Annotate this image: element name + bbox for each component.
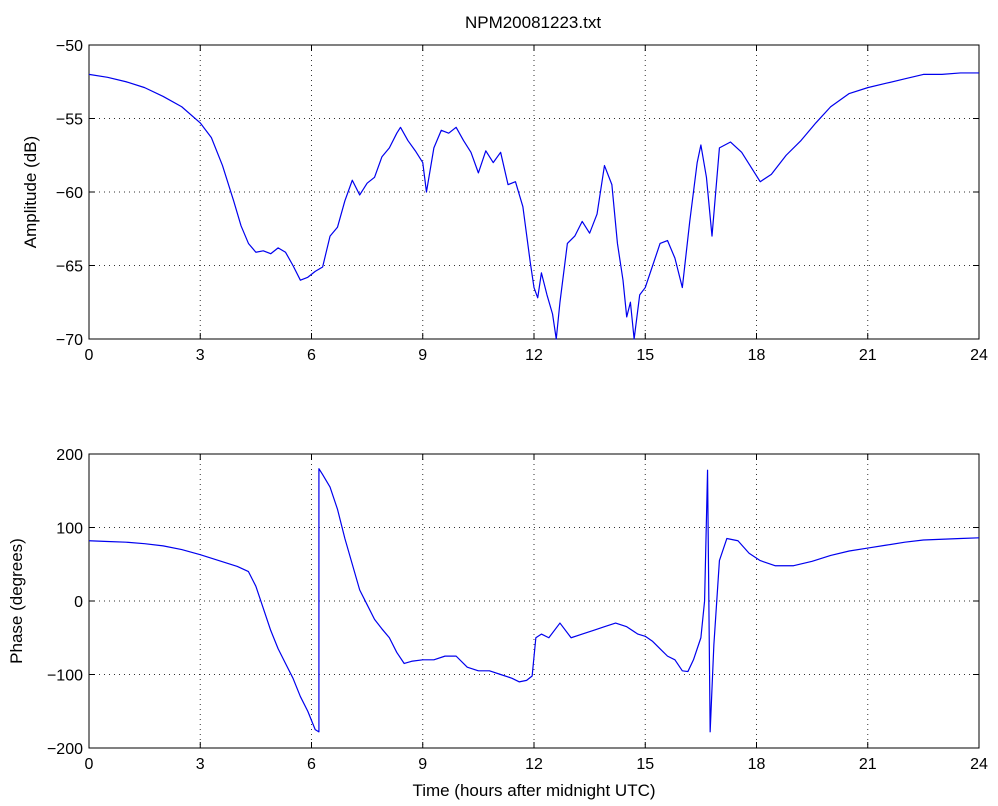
phase-grid [89,454,979,748]
amplitude-x-tick-label: 18 [748,347,766,364]
phase-x-tick-label: 12 [525,756,543,773]
amplitude-x-tick-label: 0 [85,347,94,364]
phase-x-tick-label: 0 [85,756,94,773]
phase-x-tick-label: 3 [196,756,205,773]
phase-y-tick-label: −200 [47,741,83,758]
phase-x-tick-label: 24 [970,756,988,773]
amplitude-x-tick-label: 3 [196,347,205,364]
phase-y-tick-label: 0 [74,594,83,611]
phase-x-tick-label: 18 [748,756,766,773]
phase-y-tick-label: 100 [56,521,83,538]
amplitude-plot: 0 3 6 9 12 15 18 21 24 −70 −65 −60 −55 −50 Amplitude … [21,38,988,364]
amplitude-y-tick-label: −50 [56,38,83,55]
amplitude-ticks: 0 3 6 9 12 15 18 21 24 −70 −65 −60 −55 −50 [56,38,988,364]
amplitude-y-tick-label: −55 [56,112,83,129]
amplitude-y-tick-label: −60 [56,185,83,202]
amplitude-series-line [88,72,979,340]
phase-x-tick-label: 9 [418,756,427,773]
amplitude-x-tick-label: 21 [859,347,877,364]
amplitude-x-tick-label: 9 [418,347,427,364]
amplitude-grid [89,45,979,339]
phase-y-tick-label: 200 [56,447,83,464]
phase-ticks: 0 3 6 9 12 15 18 21 24 −200 −100 0 100 200 [47,447,988,773]
amplitude-y-axis-label: Amplitude (dB) [21,136,40,248]
phase-x-axis-label: Time (hours after midnight UTC) [412,781,655,800]
phase-y-tick-label: −100 [47,668,83,685]
amplitude-x-tick-label: 24 [970,347,988,364]
phase-x-tick-label: 21 [859,756,877,773]
amplitude-x-tick-label: 12 [525,347,543,364]
phase-x-tick-label: 15 [636,756,654,773]
phase-x-tick-label: 6 [307,756,316,773]
phase-plot: 0 3 6 9 12 15 18 21 24 −200 −100 0 100 200 Phase (deg… [7,447,988,800]
phase-series-line [88,468,980,733]
amplitude-y-tick-label: −70 [56,332,83,349]
amplitude-x-tick-label: 6 [307,347,316,364]
phase-y-axis-label: Phase (degrees) [7,538,26,664]
figure-title: NPM20081223.txt [465,13,601,32]
amplitude-x-tick-label: 15 [636,347,654,364]
amplitude-y-tick-label: −65 [56,259,83,276]
